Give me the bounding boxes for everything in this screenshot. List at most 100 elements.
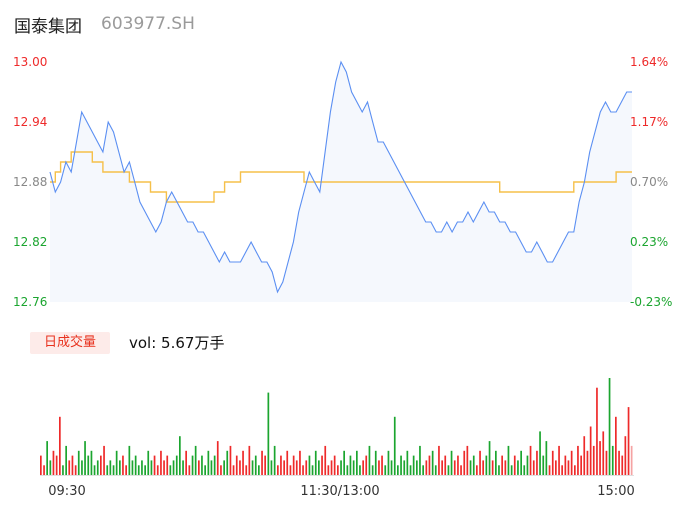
- volume-bar: [163, 460, 165, 475]
- volume-bar: [365, 455, 368, 475]
- y-tick-price: 13.00: [13, 55, 47, 69]
- volume-bar: [55, 455, 58, 475]
- volume-bar: [444, 455, 447, 475]
- volume-bar: [96, 460, 99, 475]
- volume-bar: [397, 465, 399, 475]
- volume-bar: [460, 465, 462, 475]
- volume-bar: [447, 465, 450, 475]
- volume-bar: [570, 450, 573, 476]
- volume-bar: [409, 465, 412, 475]
- volume-bar: [608, 378, 611, 475]
- volume-bar: [371, 465, 374, 475]
- volume-bar: [46, 441, 48, 475]
- volume-bar: [333, 455, 336, 475]
- volume-bar: [532, 460, 535, 475]
- volume-bar: [213, 455, 216, 475]
- volume-bar: [216, 441, 219, 475]
- volume-bar: [153, 455, 156, 475]
- x-tick-label: 09:30: [48, 484, 85, 499]
- volume-bar: [248, 445, 251, 475]
- volume-bar: [387, 450, 390, 476]
- volume-bar: [273, 445, 276, 475]
- volume-bar: [84, 441, 86, 475]
- volume-bar: [337, 465, 339, 475]
- volume-bar: [172, 460, 175, 475]
- volume-bar: [321, 455, 323, 475]
- volume-bar: [403, 460, 406, 475]
- volume-bar: [412, 455, 415, 475]
- volume-bar: [545, 441, 548, 475]
- volume-bar: [245, 465, 248, 475]
- volume-bar: [194, 445, 197, 475]
- volume-bar: [283, 460, 285, 475]
- volume-bar: [592, 445, 595, 475]
- volume-bar: [144, 465, 146, 475]
- volume-bar: [463, 450, 466, 476]
- volume-bar: [122, 455, 124, 475]
- volume-bar: [349, 455, 352, 475]
- volume-bar: [359, 465, 361, 475]
- volume-bar: [520, 450, 522, 476]
- volume-bar: [517, 460, 519, 475]
- volume-bar: [542, 455, 545, 475]
- volume-bar: [251, 460, 254, 475]
- volume-bar: [343, 450, 345, 476]
- volume-bar: [68, 460, 71, 475]
- volume-bar: [169, 465, 172, 475]
- volume-bar: [476, 465, 478, 475]
- volume-bar: [49, 460, 52, 475]
- volume-bar: [261, 450, 263, 476]
- volume-bar: [513, 455, 516, 475]
- volume-bar: [504, 460, 507, 475]
- volume-bar: [100, 455, 102, 475]
- volume-bar: [295, 460, 298, 475]
- volume-bar: [242, 450, 244, 476]
- volume-bar: [356, 450, 358, 476]
- volume-bar: [539, 431, 541, 475]
- volume-bar: [40, 455, 42, 475]
- volume-bar: [485, 455, 488, 475]
- volume-bar: [119, 460, 121, 475]
- volume-bar: [175, 455, 178, 475]
- volume-bar: [74, 465, 77, 475]
- volume-bar: [523, 465, 526, 475]
- volume-bar: [103, 445, 105, 475]
- volume-bar: [147, 450, 150, 476]
- y-tick-pct: 0.23%: [630, 235, 668, 249]
- volume-bar: [384, 465, 387, 475]
- stock-name: 国泰集团: [14, 17, 82, 37]
- volume-bar: [62, 465, 64, 475]
- volume-bar: [115, 450, 118, 476]
- volume-bar: [583, 436, 586, 475]
- volume-bar: [314, 450, 317, 476]
- volume-bar: [87, 455, 90, 475]
- volume-bar: [368, 445, 371, 475]
- volume-bar: [308, 455, 311, 475]
- volume-bar: [466, 445, 469, 475]
- volume-bar: [43, 465, 45, 475]
- volume-bar: [299, 450, 301, 476]
- volume-tab[interactable]: 日成交量: [30, 332, 110, 354]
- volume-bar: [577, 445, 579, 475]
- price-line: [49, 60, 632, 294]
- volume-bar: [289, 465, 292, 475]
- volume-bar: [589, 426, 592, 475]
- volume-bar: [182, 460, 184, 475]
- volume-bar: [362, 460, 364, 475]
- volume-total: vol: 5.67万手: [129, 334, 225, 352]
- volume-bar: [472, 455, 475, 475]
- volume-bar: [340, 460, 342, 475]
- volume-bar: [81, 460, 83, 475]
- volume-bar: [378, 460, 380, 475]
- volume-bar: [185, 450, 187, 476]
- y-tick-pct: 1.64%: [630, 55, 668, 69]
- volume-bar: [419, 445, 421, 475]
- volume-bar: [188, 465, 191, 475]
- volume-bar: [267, 392, 270, 476]
- volume-bar: [90, 450, 93, 476]
- y-tick-pct: -0.23%: [630, 295, 672, 309]
- volume-bar: [599, 441, 601, 475]
- volume-bar: [498, 465, 500, 475]
- volume-bar: [318, 460, 320, 475]
